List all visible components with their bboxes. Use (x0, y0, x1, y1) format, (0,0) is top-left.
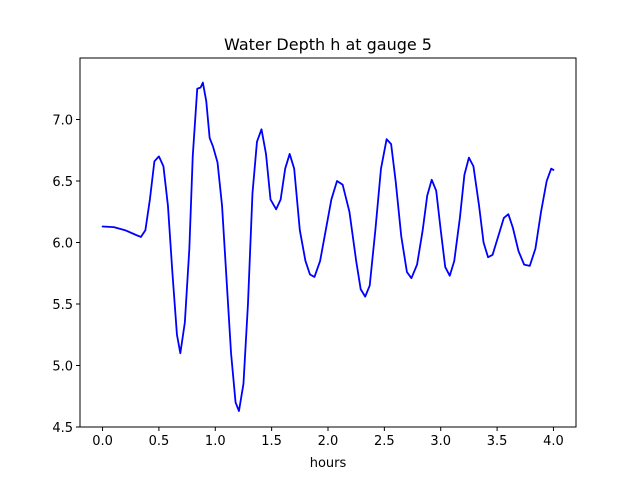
x-tick-label: 0.0 (92, 434, 113, 449)
x-axis-label: hours (310, 456, 347, 471)
x-tick-label: 1.5 (261, 434, 282, 449)
chart-title: Water Depth h at gauge 5 (224, 35, 432, 54)
y-tick-label: 6.0 (52, 237, 73, 252)
y-tick-label: 6.5 (52, 175, 73, 190)
x-tick-label: 3.0 (430, 434, 451, 449)
y-tick-label: 5.0 (52, 360, 73, 375)
x-tick-label: 2.5 (374, 434, 395, 449)
x-tick-label: 2.0 (318, 434, 339, 449)
y-tick-label: 5.5 (52, 298, 73, 313)
x-tick-label: 0.5 (149, 434, 170, 449)
y-tick-label: 4.5 (52, 421, 73, 436)
x-tick-label: 3.5 (487, 434, 508, 449)
x-tick-label: 4.0 (543, 434, 564, 449)
y-tick-label: 7.0 (52, 114, 73, 129)
series-line-0 (101, 81, 555, 412)
x-axis-ticks: 0.0 0.5 1.0 1.5 2.0 2.5 3.0 3.5 4.0 (92, 427, 564, 449)
x-tick-label: 1.0 (205, 434, 226, 449)
y-axis-ticks: 4.5 5.0 5.5 6.0 6.5 7.0 (52, 114, 80, 436)
